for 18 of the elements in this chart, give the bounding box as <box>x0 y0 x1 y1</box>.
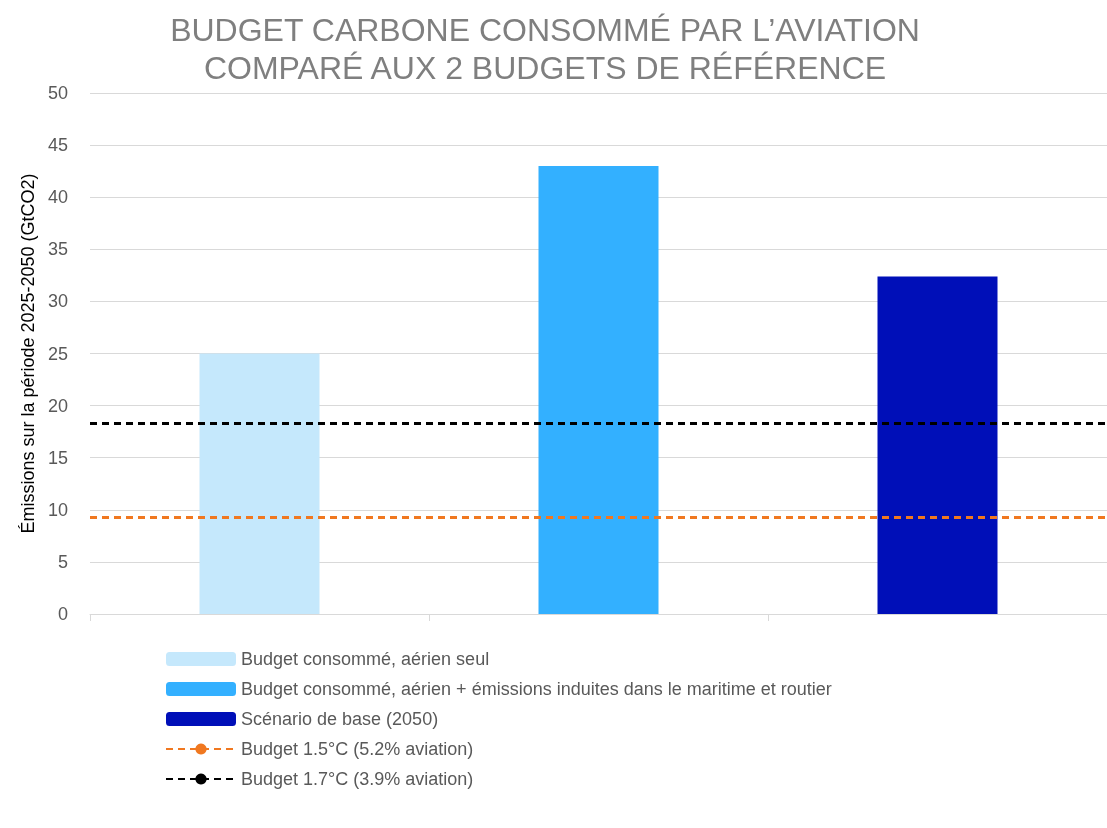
y-tick-label: 50 <box>47 83 68 103</box>
y-tick-label: 40 <box>47 187 68 208</box>
legend-label: Budget consommé, aérien seul <box>241 649 490 669</box>
y-tick-label: 20 <box>47 395 68 416</box>
y-tick-label: 30 <box>47 291 68 312</box>
y-tick-label: 25 <box>47 343 68 364</box>
y-axis-title: Émissions sur la période 2025-2050 (GtCO2) <box>18 173 39 534</box>
y-tick-label: 15 <box>47 447 68 468</box>
y-tick-label: 0 <box>57 604 68 624</box>
legend-label: Budget consommé, aérien + émissions induites dans le maritime et routier <box>241 679 832 699</box>
legend-label: Budget 1.7°C (3.9% aviation) <box>241 769 474 789</box>
y-tick-label: 35 <box>47 239 68 260</box>
y-tick-label: 5 <box>57 551 68 572</box>
y-tick-label: 10 <box>47 499 68 520</box>
chart-title: BUDGET CARBONE CONSOMMÉ PAR L’AVIATION COMPARÉ AUX 2 BUDGETS DE RÉFÉRENCE <box>170 12 920 86</box>
y-tick-label: 45 <box>47 135 68 156</box>
legend-label: Budget 1.5°C (5.2% aviation) <box>241 739 474 759</box>
legend-label: Scénario de base (2050) <box>241 709 439 729</box>
